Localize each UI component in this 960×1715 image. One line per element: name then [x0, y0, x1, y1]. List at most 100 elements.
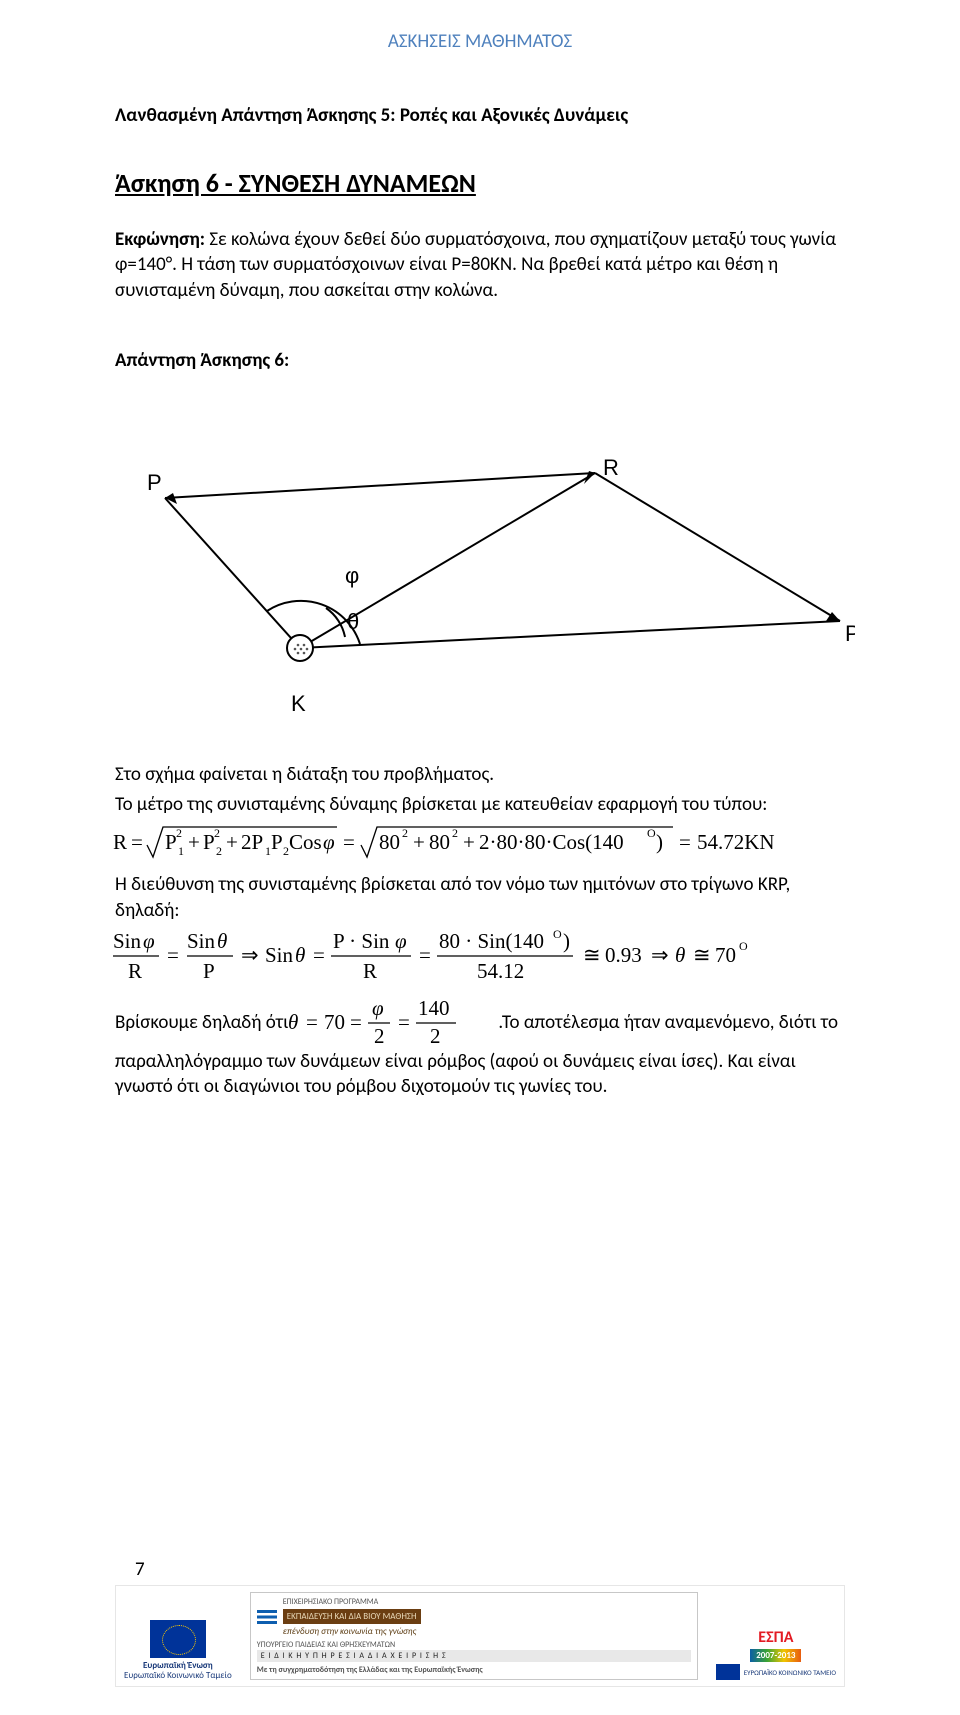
svg-text:θ: θ — [217, 929, 227, 953]
paragraph-4b: .Το αποτέλεσμα ήταν αναμενόμενο, διότι τ… — [498, 1010, 838, 1036]
diagram-label-phi: φ — [345, 563, 359, 588]
formula-R: R = P 1 2 + P 2 2 + 2P 1 P 2 Cos φ = 80 … — [113, 821, 845, 868]
wrong-answer-line: Λανθασμένη Απάντηση Άσκησης 5: Ροπές και… — [115, 103, 845, 129]
svg-text:≅: ≅ — [693, 943, 711, 967]
footer-logos: Ευρωπαϊκή Ένωση Ευρωπαϊκό Κοινωνικό Ταμε… — [115, 1585, 845, 1688]
ekfonisi-paragraph: Εκφώνηση: Σε κολώνα έχουν δεθεί δύο συρμ… — [115, 227, 845, 304]
diagram-label-P-right: P — [845, 621, 855, 646]
center-bottom: Με τη συγχρηματοδότηση της Ελλάδας και τ… — [257, 1665, 691, 1675]
svg-text:Sin: Sin — [113, 929, 142, 953]
diagram-label-K: K — [291, 691, 306, 716]
center-top1: ΕΠΙΧΕΙΡΗΣΙΑΚΟ ΠΡΟΓΡΑΜΜΑ — [283, 1597, 421, 1607]
svg-text:Sin: Sin — [187, 929, 216, 953]
svg-text:80 · Sin(140: 80 · Sin(140 — [439, 929, 544, 953]
espa-eu-label: ΕΥΡΩΠΑΪΚΟ ΚΟΙΝΩΝΙΚΟ ΤΑΜΕΙΟ — [744, 1668, 836, 1677]
svg-text:=: = — [679, 830, 691, 854]
diagram-label-R: R — [603, 455, 619, 480]
eu-flag-icon — [150, 1620, 206, 1658]
page-footer: 7 Ευρωπαϊκή Ένωση Ευρωπαϊκό Κοινωνικό Τα… — [115, 1558, 845, 1688]
page-number: 7 — [135, 1558, 845, 1581]
svg-text:2·80·80·Cos(140: 2·80·80·Cos(140 — [479, 830, 624, 854]
svg-text:2: 2 — [176, 826, 182, 840]
force-diagram: P R φ θ K P — [95, 403, 845, 748]
svg-text:φ: φ — [372, 997, 384, 1020]
svg-text:54.12: 54.12 — [477, 959, 524, 983]
svg-text:=: = — [167, 943, 179, 967]
svg-text:=: = — [306, 1010, 318, 1034]
svg-text:P: P — [203, 959, 215, 983]
center-italic: επένδυση στην κοινωνία της γνώσης — [283, 1626, 421, 1637]
svg-text:80: 80 — [379, 830, 400, 854]
svg-text:≅: ≅ — [583, 943, 601, 967]
page-header-title: ΑΣΚΗΣΕΙΣ ΜΑΘΗΜΑΤΟΣ — [115, 30, 845, 53]
paragraph-3: Η διεύθυνση της συνισταμένης βρίσκεται α… — [115, 872, 845, 923]
svg-text:70: 70 — [715, 943, 736, 967]
exercise-6-title: Άσκηση 6 - ΣΥΝΘΕΣΗ ΔΥΝΑΜΕΩΝ — [115, 167, 845, 199]
espa-years: 2007-2013 — [750, 1649, 801, 1662]
svg-text:2: 2 — [374, 1024, 385, 1048]
svg-text:R: R — [113, 830, 127, 854]
svg-text:φ: φ — [143, 929, 155, 953]
svg-text:R: R — [128, 959, 142, 983]
svg-text:140: 140 — [418, 997, 450, 1020]
svg-text:θ: θ — [288, 1010, 298, 1034]
svg-text:2: 2 — [452, 826, 458, 840]
svg-text:+: + — [188, 830, 200, 854]
svg-text:2P: 2P — [241, 830, 263, 854]
svg-text:θ: θ — [295, 943, 305, 967]
svg-text:θ: θ — [675, 943, 685, 967]
formula-theta-half: θ = 70 = φ 2 = 140 2 — [288, 997, 498, 1049]
svg-text:P · Sin: P · Sin — [333, 929, 390, 953]
svg-text:⇒: ⇒ — [241, 943, 259, 967]
mini-eu-flag-icon — [716, 1664, 740, 1680]
svg-text:2: 2 — [214, 826, 220, 840]
center-top2: ΕΚΠΑΙΔΕΥΣΗ ΚΑΙ ΔΙΑ ΒΙΟΥ ΜΑΘΗΣΗ — [283, 1609, 421, 1624]
eu-logo-block: Ευρωπαϊκή Ένωση Ευρωπαϊκό Κοινωνικό Ταμε… — [124, 1620, 232, 1680]
svg-text:⇒: ⇒ — [651, 943, 669, 967]
eu-line2: Ευρωπαϊκό Κοινωνικό Ταμείο — [124, 1671, 232, 1680]
espa-block: ΕΣΠΑ 2007-2013 ΕΥΡΩΠΑΪΚΟ ΚΟΙΝΩΝΙΚΟ ΤΑΜΕΙ… — [716, 1628, 836, 1680]
svg-text:0.93: 0.93 — [605, 943, 642, 967]
svg-text:P: P — [271, 830, 283, 854]
ekfonisi-text: Σε κολώνα έχουν δεθεί δύο συρματόσχοινα,… — [115, 228, 836, 302]
svg-text:O: O — [553, 928, 562, 941]
formula-sin-law: Sin φ R = Sin θ P ⇒ Sin θ = P · Sin φ R … — [113, 928, 845, 993]
svg-text:Sin: Sin — [265, 943, 294, 967]
svg-text:2: 2 — [402, 826, 408, 840]
svg-text:Cos: Cos — [289, 830, 322, 854]
paragraph-5: παραλληλόγραμμο των δυνάμεων είναι ρόμβο… — [115, 1049, 845, 1100]
svg-text:=: = — [313, 943, 325, 967]
svg-text:54.72KN: 54.72KN — [697, 830, 775, 854]
svg-text:=: = — [398, 1010, 410, 1034]
paragraph-2: Το μέτρο της συνισταμένης δύναμης βρίσκε… — [115, 792, 845, 818]
paragraph-4a: Βρίσκουμε δηλαδή ότι — [115, 1010, 288, 1036]
svg-text:φ: φ — [323, 830, 335, 854]
center-ministry: ΥΠΟΥΡΓΕΙΟ ΠΑΙΔΕΙΑΣ ΚΑΙ ΘΡΗΣΚΕΥΜΑΤΩΝ — [257, 1640, 691, 1650]
svg-text:): ) — [656, 830, 663, 854]
svg-text:=: = — [131, 830, 143, 854]
svg-text:=: = — [350, 1010, 362, 1034]
greek-flag-icon — [257, 1610, 277, 1624]
svg-text:P: P — [165, 830, 177, 854]
espa-name: ΕΣΠΑ — [758, 1628, 793, 1647]
svg-text:1: 1 — [178, 844, 184, 858]
svg-text:+: + — [463, 830, 475, 854]
center-unit: Ε Ι Δ Ι Κ Η Υ Π Η Ρ Ε Σ Ι Α Δ Ι Α Χ Ε Ι … — [257, 1650, 691, 1662]
ekfonisi-label: Εκφώνηση: — [115, 228, 205, 251]
svg-text:=: = — [343, 830, 355, 854]
svg-text:=: = — [419, 943, 431, 967]
svg-text:O: O — [739, 939, 748, 953]
paragraph-1: Στο σχήμα φαίνεται η διάταξη του προβλήμ… — [115, 762, 845, 788]
svg-text:2: 2 — [216, 844, 222, 858]
svg-text:80: 80 — [429, 830, 450, 854]
svg-text:+: + — [226, 830, 238, 854]
svg-text:+: + — [413, 830, 425, 854]
paragraph-4-line: Βρίσκουμε δηλαδή ότι θ = 70 = φ 2 = 140 … — [115, 997, 845, 1049]
svg-text:R: R — [363, 959, 377, 983]
diagram-label-P-top: P — [147, 470, 162, 495]
svg-text:φ: φ — [395, 929, 407, 953]
answer-6-label: Απάντηση Άσκησης 6: — [115, 348, 845, 374]
svg-text:2: 2 — [430, 1024, 441, 1048]
svg-text:): ) — [563, 929, 570, 953]
center-banner: ΕΠΙΧΕΙΡΗΣΙΑΚΟ ΠΡΟΓΡΑΜΜΑ ΕΚΠΑΙΔΕΥΣΗ ΚΑΙ Δ… — [250, 1592, 698, 1681]
